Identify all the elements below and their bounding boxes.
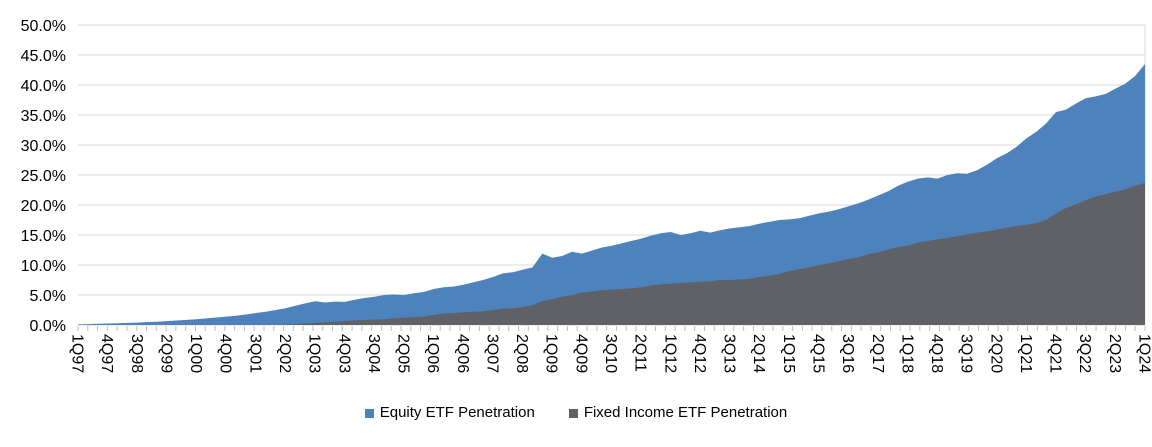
x-tick-label: 3Q10	[602, 334, 619, 373]
x-tick-label: 2Q08	[513, 334, 530, 373]
legend-item-equity: Equity ETF Penetration	[364, 403, 535, 423]
y-tick-label: 0.0%	[30, 318, 66, 335]
x-tick-label: 4Q12	[691, 334, 708, 373]
x-tick-label: 2Q20	[987, 334, 1004, 373]
x-tick-label: 3Q13	[721, 334, 738, 373]
x-tick-label: 4Q15	[809, 334, 826, 373]
y-tick-label: 15.0%	[21, 228, 66, 245]
x-tick-label: 3Q22	[1076, 334, 1093, 373]
x-tick-label: 1Q03	[306, 334, 323, 373]
x-tick-label: 2Q23	[1106, 334, 1123, 373]
legend: Equity ETF Penetration Fixed Income ETF …	[0, 403, 1152, 423]
legend-label-fixed-income: Fixed Income ETF Penetration	[583, 404, 788, 421]
x-tick-label: 4Q97	[98, 334, 115, 373]
x-tick-label: 1Q06	[424, 334, 441, 373]
x-tick-label: 3Q01	[246, 334, 263, 373]
x-tick-label: 1Q21	[1017, 334, 1034, 373]
x-tick-label: 4Q09	[572, 334, 589, 373]
y-tick-label: 10.0%	[21, 258, 66, 275]
x-tick-label: 2Q05	[395, 334, 412, 373]
legend-item-fixed-income: Fixed Income ETF Penetration	[568, 403, 788, 423]
fixed-income-area-series	[78, 182, 1145, 325]
x-tick-label: 1Q24	[1136, 334, 1152, 373]
x-tick-label: 1Q09	[543, 334, 560, 373]
x-tick-label: 1Q15	[780, 334, 797, 373]
x-tick-label: 2Q99	[157, 334, 174, 373]
y-tick-label: 25.0%	[21, 168, 66, 185]
x-tick-label: 4Q03	[335, 334, 352, 373]
x-tick-label: 4Q06	[454, 334, 471, 373]
x-tick-label: 4Q18	[928, 334, 945, 373]
x-tick-label: 1Q18	[898, 334, 915, 373]
x-tick-label: 1Q00	[187, 334, 204, 373]
x-tick-label: 3Q16	[839, 334, 856, 373]
legend-label-equity: Equity ETF Penetration	[379, 404, 535, 421]
x-tick-label: 2Q17	[869, 334, 886, 373]
y-tick-label: 30.0%	[21, 138, 66, 155]
x-tick-label: 1Q12	[661, 334, 678, 373]
x-tick-label: 2Q14	[750, 334, 767, 373]
x-tick-label: 2Q11	[632, 334, 649, 372]
x-tick-label: 4Q21	[1047, 334, 1064, 373]
equity-series-swatch	[364, 408, 374, 418]
x-tick-label: 3Q04	[365, 334, 382, 373]
y-tick-label: 5.0%	[30, 288, 66, 305]
x-axis-ticks	[77, 326, 1146, 331]
y-tick-label: 35.0%	[21, 108, 66, 125]
x-tick-label: 2Q02	[276, 334, 293, 373]
x-tick-label: 3Q07	[483, 334, 500, 373]
x-tick-label: 3Q98	[128, 334, 145, 373]
y-axis-labels: 0.0% 5.0% 10.0% 15.0% 20.0% 25.0% 30.0% 35.0% 40…	[21, 18, 66, 335]
x-tick-label: 1Q97	[69, 334, 86, 373]
y-gridlines	[78, 24, 1145, 326]
y-tick-label: 45.0%	[21, 48, 66, 65]
x-tick-label: 3Q19	[958, 334, 975, 373]
y-tick-label: 40.0%	[21, 78, 66, 95]
x-tick-label: 4Q00	[217, 334, 234, 373]
x-axis-labels: 1Q97 4Q97 3Q98 2Q99 1Q00 4Q00 3Q01 2Q02 1Q03 4Q03…	[69, 334, 1152, 373]
y-tick-label: 50.0%	[21, 18, 66, 35]
y-tick-label: 20.0%	[21, 198, 66, 215]
fixed-income-series-swatch	[568, 408, 578, 418]
